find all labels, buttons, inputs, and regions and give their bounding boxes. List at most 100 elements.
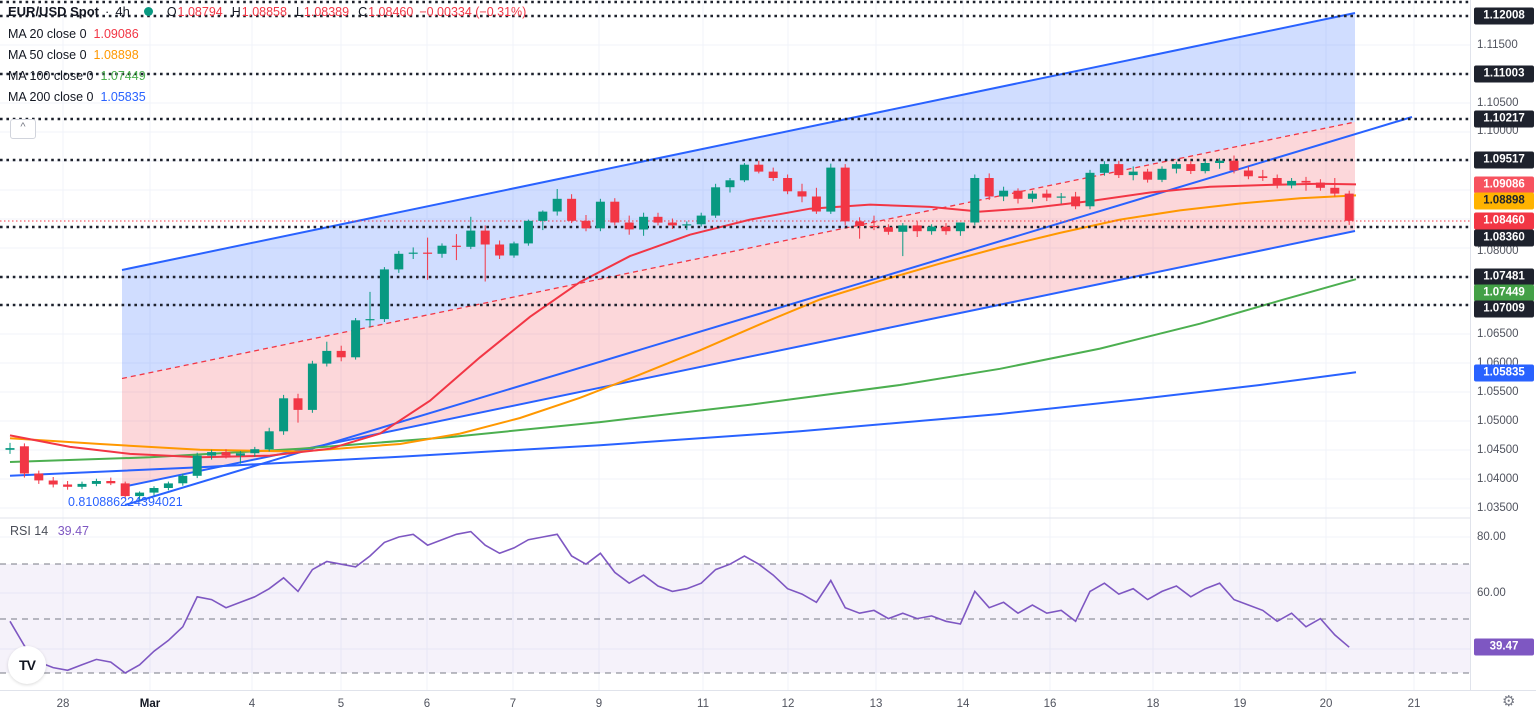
price-badge: 1.08898 <box>1474 192 1534 210</box>
candle-body <box>365 319 375 321</box>
price-axis-label: 1.08000 <box>1477 245 1519 257</box>
candle-body <box>653 216 663 223</box>
price-badge: 39.47 <box>1474 638 1534 656</box>
ma-legend-value: 1.09086 <box>93 27 139 41</box>
candlestick-series[interactable] <box>5 155 1354 501</box>
candle-body <box>869 226 879 228</box>
candle-body <box>682 224 692 226</box>
candle-body <box>523 220 533 244</box>
time-axis[interactable]: 28 Mar 4 5 6 7 9 11 12 13 14 16 18 19 20 21 <box>0 690 1536 718</box>
time-axis-label: Mar <box>139 698 161 710</box>
candle-body <box>480 230 490 245</box>
rsi-line[interactable] <box>9 530 1350 674</box>
candle-body <box>639 216 649 230</box>
candle-body <box>379 269 389 320</box>
candle-body <box>322 350 332 364</box>
candle-body <box>1128 171 1138 176</box>
candle-body <box>970 178 980 223</box>
candle-body <box>1186 164 1196 171</box>
time-axis-label: 20 <box>1319 698 1333 710</box>
candle-body <box>797 191 807 197</box>
gear-icon[interactable]: ⚙ <box>1502 693 1516 710</box>
candle-body <box>1114 164 1124 176</box>
candle-body <box>1243 170 1253 177</box>
ohlc-o: O1.08794 <box>166 4 223 19</box>
candle-body <box>336 350 346 358</box>
channel-median-line[interactable] <box>121 121 1356 380</box>
candle-body <box>351 320 361 358</box>
ma20-line[interactable] <box>9 182 1357 459</box>
candle-body <box>135 492 145 497</box>
time-axis-label: 28 <box>56 698 70 710</box>
symbol-title[interactable]: EUR/USD Spot <box>8 4 99 19</box>
candle-body <box>235 453 245 456</box>
candle-body <box>552 198 562 212</box>
time-axis-label: 11 <box>697 698 709 710</box>
candle-body <box>739 164 749 181</box>
ma-legend-row[interactable]: MA 50 close 0 1.08898 <box>8 48 139 62</box>
ohlc-h: H1.08858 <box>231 4 287 19</box>
candle-body <box>1200 163 1210 172</box>
ma50-line[interactable] <box>9 194 1357 453</box>
trendline-value-label[interactable]: 0.810886224394021 <box>68 495 183 509</box>
ma-legend-row[interactable]: MA 200 close 0 1.05835 <box>8 90 146 104</box>
candle-body <box>696 215 706 225</box>
candle-body <box>1071 196 1081 207</box>
time-axis-label: 16 <box>1043 698 1057 710</box>
candle-body <box>293 398 303 410</box>
candle-body <box>1229 160 1239 171</box>
interval-label[interactable]: 4h <box>115 4 130 19</box>
time-axis-label: 14 <box>956 698 970 710</box>
ma200-line[interactable] <box>9 371 1357 477</box>
ma-legend-label: MA 200 close 0 <box>8 90 94 104</box>
candle-body <box>394 253 404 270</box>
candle-body <box>725 180 735 188</box>
candle-body <box>538 211 548 221</box>
time-axis-label: 4 <box>248 698 256 710</box>
candle-body <box>250 449 260 454</box>
price-axis-label: 60.00 <box>1477 587 1506 599</box>
candle-body <box>63 484 73 487</box>
candle-body <box>1272 178 1282 186</box>
candle-body <box>811 196 821 212</box>
price-axis-label: 1.11500 <box>1477 39 1518 51</box>
candle-body <box>1315 182 1325 188</box>
candle-body <box>768 171 778 178</box>
price-axis-label: 1.05500 <box>1477 386 1519 398</box>
time-axis-label: 13 <box>869 698 883 710</box>
ma-legend-row[interactable]: MA 20 close 0 1.09086 <box>8 27 139 41</box>
candle-body <box>1056 196 1066 198</box>
price-axis-label: 1.10000 <box>1477 125 1519 137</box>
candle-body <box>941 226 951 232</box>
candlestick-chart-canvas[interactable] <box>0 0 1470 690</box>
time-axis-label: 12 <box>781 698 795 710</box>
candle-body <box>1258 176 1268 178</box>
candle-body <box>509 243 519 256</box>
candle-body <box>34 473 44 481</box>
candle-body <box>106 481 116 484</box>
candle-body <box>221 452 231 456</box>
candle-body <box>927 226 937 232</box>
rsi-legend[interactable]: RSI 14 39.47 <box>10 524 89 538</box>
price-axis[interactable]: 1.11500 1.10500 1.10000 1.08000 1.06500 1.060… <box>1470 0 1536 690</box>
header-separator: · <box>105 4 110 19</box>
time-axis-label: 9 <box>595 698 603 710</box>
ma-legend-value: 1.05835 <box>100 90 146 104</box>
tradingview-logo[interactable]: TV <box>8 646 46 684</box>
ma-legend-row[interactable]: MA 100 close 0 1.07449 <box>8 69 146 83</box>
candle-body <box>264 431 274 450</box>
candle-body <box>595 201 605 229</box>
time-axis-label: 5 <box>337 698 345 710</box>
candle-body <box>408 252 418 254</box>
candle-body <box>898 225 908 232</box>
candle-body <box>610 201 620 223</box>
price-badge: 1.08360 <box>1474 229 1534 247</box>
candle-body <box>1027 193 1037 199</box>
price-axis-label: 1.03500 <box>1477 502 1519 514</box>
candle-body <box>149 488 159 493</box>
chart-header: EUR/USD Spot · 4h O1.08794 H1.08858 L1.083… <box>8 4 526 19</box>
candle-body <box>5 448 15 450</box>
support-trendline[interactable] <box>124 116 1413 506</box>
candle-body <box>826 167 836 212</box>
collapse-legend-button[interactable]: ^ <box>10 119 36 139</box>
